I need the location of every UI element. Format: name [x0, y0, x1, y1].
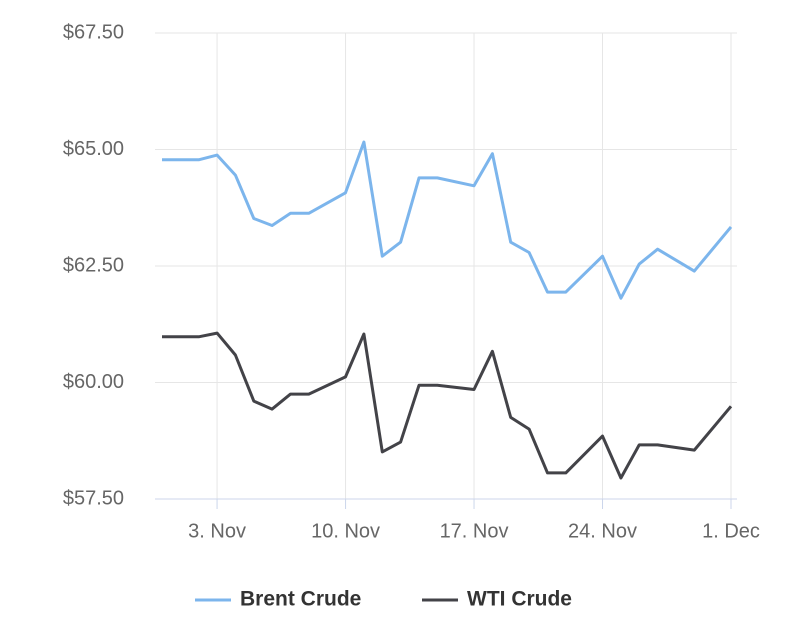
- x-tick-label: 3. Nov: [188, 520, 246, 542]
- legend-label: Brent Crude: [240, 588, 361, 611]
- legend-label: WTI Crude: [467, 588, 572, 611]
- y-tick-label: $67.50: [63, 21, 124, 43]
- y-tick-label: $62.50: [63, 254, 124, 276]
- y-tick-label: $65.00: [63, 138, 124, 160]
- y-tick-label: $57.50: [63, 487, 124, 509]
- x-tick-label: 24. Nov: [568, 520, 637, 542]
- line-series: [162, 140, 733, 300]
- line-series: [162, 331, 733, 480]
- x-tick-label: 17. Nov: [440, 520, 509, 542]
- x-tick-label: 1. Dec: [702, 520, 760, 542]
- x-tick-label: 10. Nov: [311, 520, 380, 542]
- y-tick-label: $60.00: [63, 371, 124, 393]
